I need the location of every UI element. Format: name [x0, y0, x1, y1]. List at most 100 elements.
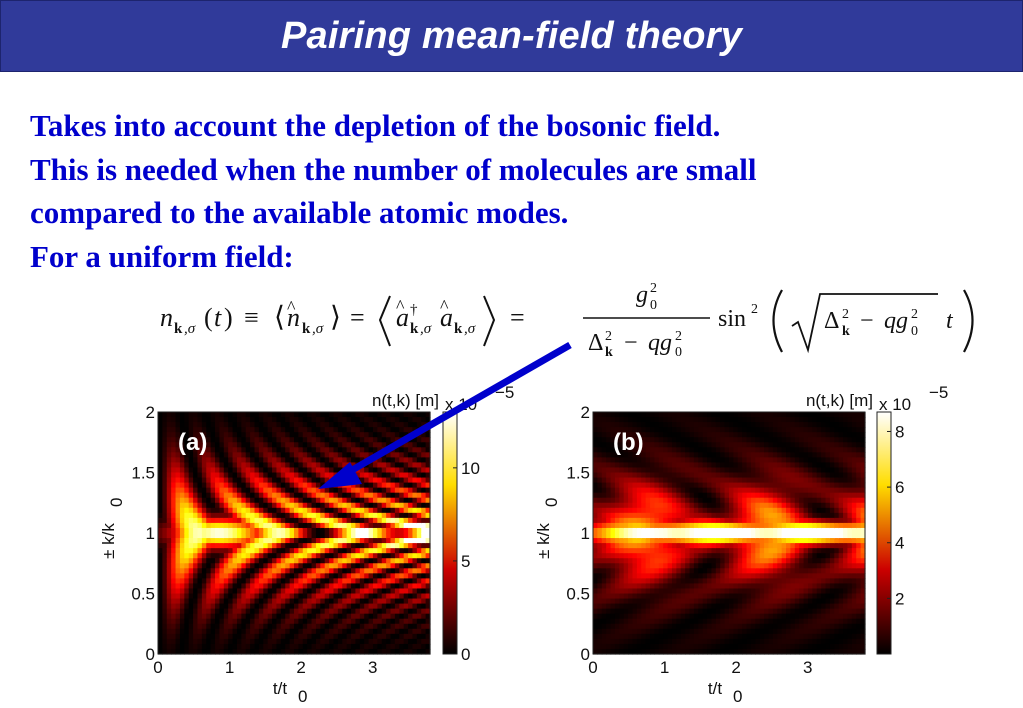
heatmap-cell — [285, 563, 291, 569]
heatmap-cell — [654, 538, 660, 544]
heatmap-cell — [650, 643, 656, 650]
heatmap-cell — [210, 633, 216, 640]
heatmap-cell — [329, 548, 335, 554]
heatmap-cell — [610, 578, 616, 585]
heatmap-cell — [302, 568, 308, 574]
heatmap-cell — [232, 517, 238, 524]
heatmap-cell — [755, 447, 761, 453]
heatmap-cell — [386, 462, 392, 469]
heatmap-cell — [250, 543, 256, 549]
heatmap-cell — [421, 633, 427, 640]
heatmap-cell — [386, 568, 392, 574]
heatmap-cell — [654, 427, 660, 433]
heatmap-cell — [162, 623, 168, 630]
heatmap-cell — [272, 477, 278, 484]
heatmap-cell — [641, 437, 647, 443]
heatmap-cell — [720, 593, 726, 600]
heatmap-cell — [162, 462, 168, 469]
heatmap-cell — [764, 573, 770, 579]
heatmap-cell — [685, 643, 691, 650]
heatmap-cell — [355, 593, 361, 600]
heatmap-cell — [215, 422, 221, 428]
heatmap-cell — [377, 618, 383, 625]
heatmap-cell — [685, 527, 691, 534]
heatmap-cell — [276, 447, 282, 453]
heatmap-cell — [663, 598, 669, 605]
heatmap-cell — [593, 432, 598, 438]
heatmap-cell — [324, 533, 330, 539]
heatmap-cell — [272, 578, 278, 585]
heatmap-cell — [175, 467, 181, 474]
heatmap-cell — [606, 558, 612, 564]
heatmap-cell — [724, 538, 730, 544]
heatmap-cell — [416, 422, 422, 428]
heatmap-cell — [289, 527, 295, 534]
heatmap-cell — [737, 492, 743, 499]
heatmap-cell — [219, 588, 225, 595]
heatmap-cell — [346, 573, 352, 579]
heatmap-cell — [685, 608, 691, 615]
heatmap-cell — [219, 578, 225, 585]
heatmap-cell — [654, 578, 660, 585]
heatmap-cell — [263, 643, 269, 650]
heatmap-cell — [228, 457, 234, 464]
heatmap-cell — [158, 598, 163, 605]
heatmap-cell — [258, 598, 264, 605]
heatmap-cell — [184, 447, 190, 453]
heatmap-cell — [324, 507, 330, 514]
heatmap-cell — [737, 502, 743, 509]
heatmap-cell — [241, 643, 247, 650]
heatmap-cell — [315, 578, 321, 585]
heatmap-cell — [711, 437, 717, 443]
heatmap-cell — [693, 643, 699, 650]
heatmap-cell — [416, 477, 422, 484]
heatmap-cell — [394, 497, 400, 504]
heatmap-cell — [359, 492, 365, 499]
heatmap-cell — [412, 598, 418, 605]
heatmap-cell — [685, 583, 691, 590]
heatmap-cell — [337, 492, 343, 499]
heatmap-cell — [329, 442, 335, 448]
heatmap-cell — [272, 643, 278, 650]
heatmap-cell — [394, 487, 400, 494]
heatmap-cell — [315, 417, 321, 423]
heatmap-cell — [219, 522, 225, 529]
heatmap-cell — [236, 628, 242, 635]
heatmap-cell — [342, 573, 348, 579]
heatmap-cell — [166, 578, 172, 585]
heatmap-cell — [658, 538, 664, 544]
heatmap-cell — [632, 492, 638, 499]
heatmap-cell — [272, 608, 278, 615]
heatmap-cell — [215, 588, 221, 595]
heatmap-cell — [184, 492, 190, 499]
heatmap-cell — [294, 593, 299, 600]
heatmap-cell — [715, 643, 721, 650]
heatmap-cell — [390, 578, 396, 585]
heatmap-cell — [394, 517, 400, 524]
heatmap-cell — [399, 648, 405, 655]
heatmap-cell — [206, 427, 212, 433]
heatmap-cell — [619, 553, 625, 559]
heatmap-cell — [324, 442, 330, 448]
heatmap-cell — [342, 437, 348, 443]
heatmap-cell — [206, 502, 212, 509]
heatmap-cell — [272, 522, 278, 529]
heatmap-cell — [399, 608, 405, 615]
heatmap-cell — [197, 638, 203, 645]
heatmap-cell — [658, 648, 664, 655]
heatmap-cell — [676, 422, 682, 428]
heatmap-cell — [729, 538, 734, 544]
heatmap-cell — [632, 548, 638, 554]
heatmap-cell — [315, 522, 321, 529]
heatmap-cell — [623, 527, 629, 534]
heatmap-cell — [693, 593, 699, 600]
heatmap-cell — [645, 568, 651, 574]
heatmap-cell — [206, 442, 212, 448]
heatmap-cell — [772, 462, 778, 469]
heatmap-cell — [206, 613, 212, 620]
heatmap-cell — [236, 487, 242, 494]
heatmap-cell — [267, 427, 273, 433]
heatmap-cell — [333, 603, 339, 610]
heatmap-cell — [680, 628, 686, 635]
heatmap-cell — [333, 442, 339, 448]
